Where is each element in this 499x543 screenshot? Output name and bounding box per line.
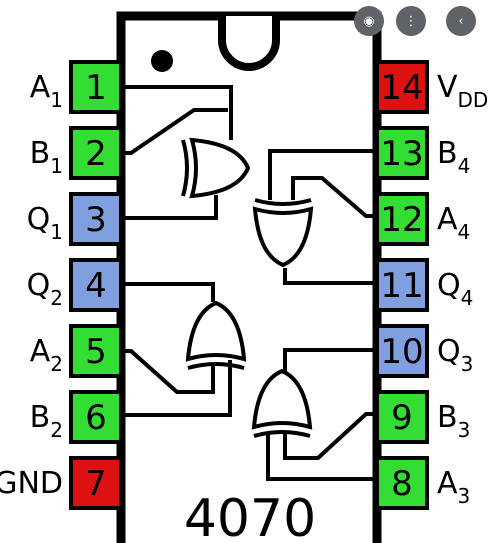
pin-14: 14 VDD — [375, 60, 488, 114]
pin-4-number: 4 — [85, 266, 107, 306]
pin-13-label: B4 — [437, 136, 470, 178]
pin-3-box — [69, 192, 123, 246]
pin-4-box — [69, 258, 123, 312]
pin-11-number: 11 — [380, 266, 423, 306]
pin-9-number: 9 — [391, 398, 413, 438]
pin-11-box — [375, 258, 429, 312]
pin-8-number: 8 — [391, 464, 413, 504]
pin-6-box — [69, 390, 123, 444]
pin-9: 9 B3 — [375, 390, 470, 444]
pin-8: 8 A3 — [375, 456, 470, 510]
pin-5-number: 5 — [85, 332, 107, 372]
pin-3-label: Q1 — [27, 202, 63, 244]
chip-name: 4070 — [184, 489, 316, 543]
pin-10: 10 Q3 — [375, 324, 473, 378]
pin-6-label: B2 — [30, 400, 63, 442]
pin-14-box — [375, 60, 429, 114]
pin-12-label: A4 — [437, 202, 470, 244]
pin-6: 6 B2 — [30, 390, 123, 444]
pin-5-label: A2 — [30, 334, 63, 376]
pin-7-number: 7 — [85, 464, 107, 504]
pin-3-number: 3 — [85, 200, 107, 240]
pin-2: 2 B1 — [30, 126, 123, 180]
pin-1-label: A1 — [30, 70, 63, 112]
pin-1: 1 A1 — [30, 60, 123, 114]
chip-notch — [218, 16, 280, 71]
pin-4: 4 Q2 — [27, 258, 123, 312]
lens-icon[interactable]: ◉ — [354, 6, 384, 36]
xor-gate-3 — [251, 368, 313, 438]
chip-body — [116, 11, 382, 543]
pin-2-box — [69, 126, 123, 180]
pin-5-box — [69, 324, 123, 378]
back-icon[interactable]: ‹ — [446, 6, 476, 36]
pin-12: 12 A4 — [375, 192, 470, 246]
pin-6-number: 6 — [85, 398, 107, 438]
pin-4-label: Q2 — [27, 268, 63, 310]
xor-gate-4 — [252, 198, 314, 268]
pin-7: 7 GND — [0, 456, 123, 510]
pin-7-box — [69, 456, 123, 510]
pin-1-box — [69, 60, 123, 114]
pin-9-label: B3 — [437, 400, 470, 442]
pin-14-number: 14 — [380, 68, 423, 108]
pin-1-number: 1 — [85, 68, 107, 108]
pin-14-label: VDD — [437, 70, 488, 112]
xor-gate-2 — [185, 300, 247, 370]
pin-8-label: A3 — [437, 466, 470, 508]
pin-13-number: 13 — [380, 134, 423, 174]
xor-gate-1 — [181, 137, 251, 199]
pin-2-label: B1 — [30, 136, 63, 178]
pin-11: 11 Q4 — [375, 258, 473, 312]
pin-5: 5 A2 — [30, 324, 123, 378]
pin-13: 13 B4 — [375, 126, 470, 180]
pin-11-label: Q4 — [437, 268, 473, 310]
pin-12-number: 12 — [380, 200, 423, 240]
pin-8-box — [375, 456, 429, 510]
internal-wiring — [121, 85, 377, 481]
more-icon[interactable]: ⋮ — [396, 6, 426, 36]
pin-10-box — [375, 324, 429, 378]
pin-12-box — [375, 192, 429, 246]
pin-10-label: Q3 — [437, 334, 473, 376]
pin-3: 3 Q1 — [27, 192, 123, 246]
pin1-dot — [151, 50, 173, 72]
pin-2-number: 2 — [85, 134, 107, 174]
pin-10-number: 10 — [380, 332, 423, 372]
pin-7-label: GND — [0, 466, 63, 501]
pin-13-box — [375, 126, 429, 180]
pin-9-box — [375, 390, 429, 444]
